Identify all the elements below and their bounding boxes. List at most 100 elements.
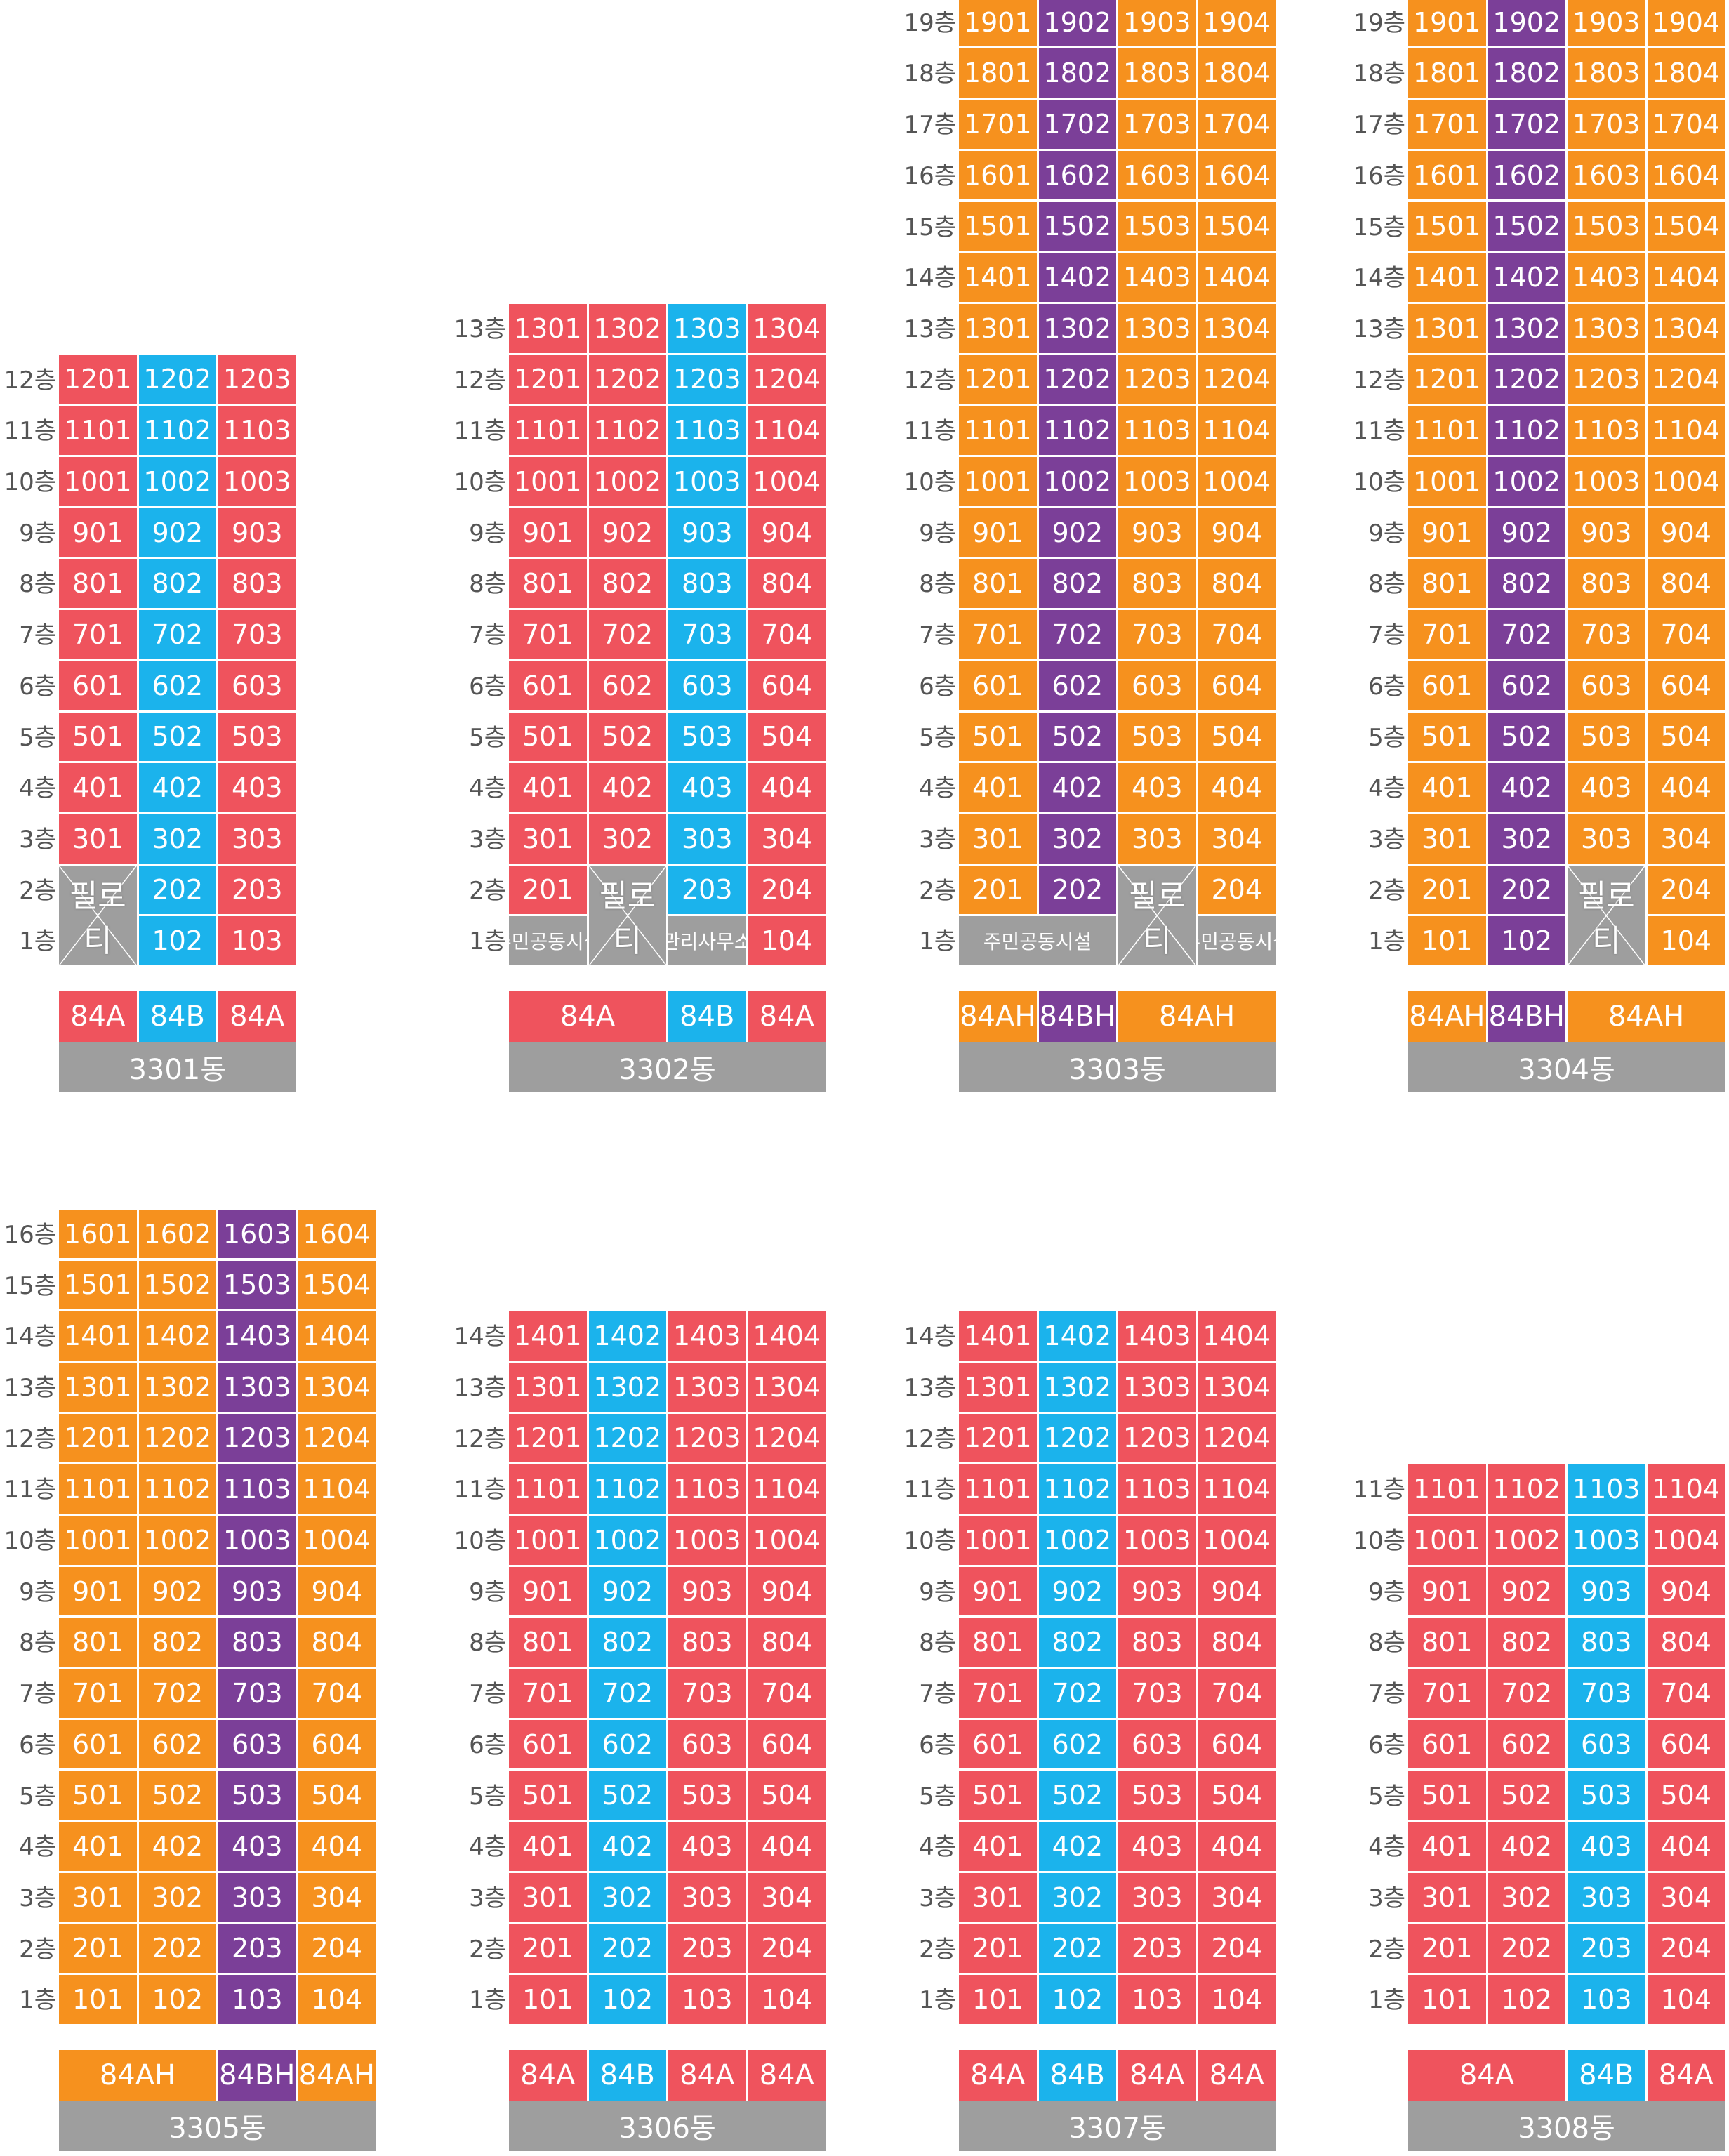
- unit-cell: 1602: [1038, 150, 1118, 202]
- facility-cell: 주민공동시설: [959, 916, 1118, 967]
- unit-cell: 1002: [1038, 457, 1118, 508]
- unit-cell: 304: [748, 1872, 828, 1924]
- unit-cell: 1303: [1568, 303, 1648, 355]
- unit-cell: 902: [1488, 508, 1568, 560]
- unit-cell: 1302: [138, 1362, 218, 1414]
- floor-label: 10층: [1353, 468, 1405, 496]
- unit-cell: 301: [59, 1872, 139, 1924]
- floor-label: 19층: [903, 8, 956, 37]
- floor-label: 2층: [19, 1935, 56, 1964]
- unit-cell: 1601: [1408, 150, 1488, 202]
- unit-cell: 804: [748, 1618, 828, 1669]
- floor-label: 14층: [1353, 264, 1405, 293]
- unit-cell: 802: [1488, 559, 1568, 611]
- building-name: 3304동: [1408, 1042, 1725, 1092]
- unit-cell: 1004: [1198, 1516, 1278, 1567]
- unit-cell: 303: [668, 814, 748, 866]
- unit-type-label: 84AH: [959, 991, 1039, 1042]
- unit-cell: 602: [1038, 661, 1118, 713]
- unit-cell: 1802: [1038, 48, 1118, 100]
- unit-type-label: 84AH: [1408, 991, 1488, 1042]
- floor-label: 15층: [1353, 213, 1405, 242]
- facility-cell: 관리사무소: [668, 916, 748, 967]
- building-name: 3302동: [509, 1042, 826, 1092]
- floor-label: 13층: [903, 315, 956, 343]
- unit-cell: 1304: [1198, 303, 1278, 355]
- unit-cell: 902: [588, 508, 668, 560]
- unit-type-label: 84BH: [1488, 991, 1568, 1042]
- unit-cell: 702: [1038, 610, 1118, 661]
- floor-label: 12층: [903, 366, 956, 395]
- unit-cell: 1103: [1118, 1464, 1198, 1516]
- unit-cell: 502: [588, 1771, 668, 1823]
- unit-cell: 801: [959, 1618, 1039, 1669]
- floor-label: 3층: [919, 1884, 956, 1912]
- building-name: 3306동: [509, 2101, 826, 2151]
- floor-label: 18층: [903, 60, 956, 88]
- unit-cell: 1101: [959, 406, 1039, 457]
- unit-type-label: 84A: [59, 991, 139, 1042]
- floor-label: 5층: [19, 1782, 56, 1811]
- unit-cell: 701: [959, 610, 1039, 661]
- unit-cell: 1001: [59, 1516, 139, 1567]
- unit-cell: 302: [588, 814, 668, 866]
- unit-cell: 501: [1408, 712, 1488, 764]
- unit-cell: 503: [1118, 1771, 1198, 1823]
- piloti-diagonal: [59, 866, 137, 965]
- floor-label: 8층: [1368, 570, 1405, 599]
- unit-cell: 1201: [509, 1413, 589, 1465]
- unit-cell: 601: [1408, 1719, 1488, 1771]
- unit-cell: 1201: [959, 355, 1039, 406]
- unit-cell: 401: [1408, 1822, 1488, 1873]
- unit-cell: 901: [1408, 508, 1488, 560]
- piloti-cross: [1568, 866, 1645, 965]
- unit-cell: 1201: [959, 1413, 1039, 1465]
- unit-cell: 804: [298, 1618, 378, 1669]
- unit-type-label: 84B: [1038, 2050, 1118, 2101]
- unit-cell: 1902: [1488, 0, 1568, 49]
- floor-label: 6층: [919, 672, 956, 701]
- unit-cell: 304: [1198, 1872, 1278, 1924]
- unit-cell: 304: [1647, 814, 1727, 866]
- floor-label: 7층: [19, 621, 56, 650]
- unit-cell: 104: [748, 916, 828, 967]
- unit-cell: 304: [298, 1872, 378, 1924]
- unit-cell: 302: [138, 1872, 218, 1924]
- unit-cell: 501: [59, 712, 139, 764]
- unit-cell: 1704: [1198, 100, 1278, 151]
- floor-label: 5층: [1368, 1782, 1405, 1811]
- unit-cell: 1003: [1118, 457, 1198, 508]
- floor-label: 14층: [4, 1323, 56, 1351]
- floor-label: 8층: [469, 1629, 506, 1658]
- piloti-block: 필로티: [59, 865, 139, 967]
- unit-cell: 1204: [1198, 355, 1278, 406]
- floor-label: 11층: [453, 417, 506, 446]
- unit-cell: 104: [298, 1975, 378, 2026]
- unit-cell: 904: [1198, 508, 1278, 560]
- unit-cell: 203: [668, 865, 748, 917]
- facility-cell: 주민공동시설: [1198, 916, 1278, 967]
- floor-label: 7층: [469, 621, 506, 650]
- unit-cell: 1503: [1118, 201, 1198, 253]
- unit-cell: 103: [1568, 1975, 1648, 2026]
- unit-cell: 1102: [138, 406, 218, 457]
- unit-cell: 603: [668, 661, 748, 713]
- unit-cell: 502: [138, 712, 218, 764]
- floor-label: 2층: [469, 1935, 506, 1964]
- unit-type-label: 84B: [1568, 2050, 1648, 2101]
- unit-cell: 1302: [1038, 1362, 1118, 1414]
- unit-cell: 1402: [1038, 253, 1118, 304]
- unit-cell: 701: [1408, 610, 1488, 661]
- unit-cell: 302: [1038, 814, 1118, 866]
- unit-cell: 1203: [1118, 1413, 1198, 1465]
- unit-type-label: 84A: [1198, 2050, 1278, 2101]
- unit-cell: 302: [1488, 1872, 1568, 1924]
- unit-cell: 702: [138, 610, 218, 661]
- unit-cell: 1102: [588, 1464, 668, 1516]
- unit-cell: 503: [218, 712, 298, 764]
- unit-cell: 604: [1198, 1719, 1278, 1771]
- unit-cell: 803: [1568, 1618, 1648, 1669]
- unit-cell: 701: [509, 610, 589, 661]
- floor-label: 5층: [469, 723, 506, 752]
- unit-cell: 501: [509, 1771, 589, 1823]
